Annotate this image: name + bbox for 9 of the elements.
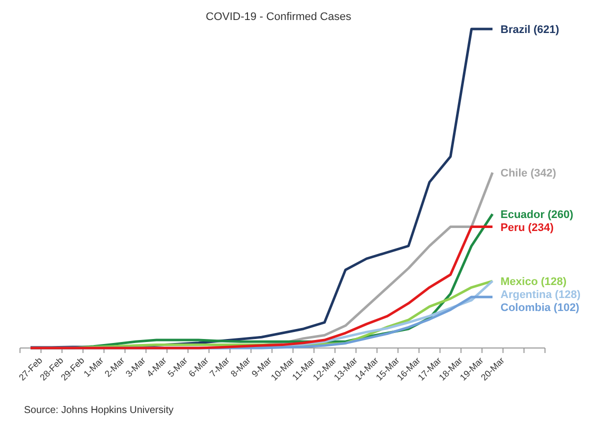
series-label: Mexico (128) [500, 276, 567, 288]
source-note: Source: Johns Hopkins University [24, 405, 174, 416]
series-label: Ecuador (260) [500, 208, 574, 221]
series-label: Colombia (102) [500, 302, 580, 314]
series-label: Chile (342) [500, 167, 556, 180]
series-label: Brazil (621) [500, 24, 560, 36]
chart-title: COVID-19 - Confirmed Cases [206, 11, 352, 23]
series-label: Argentina (128) [500, 288, 581, 301]
series-label: Peru (234) [500, 222, 554, 234]
